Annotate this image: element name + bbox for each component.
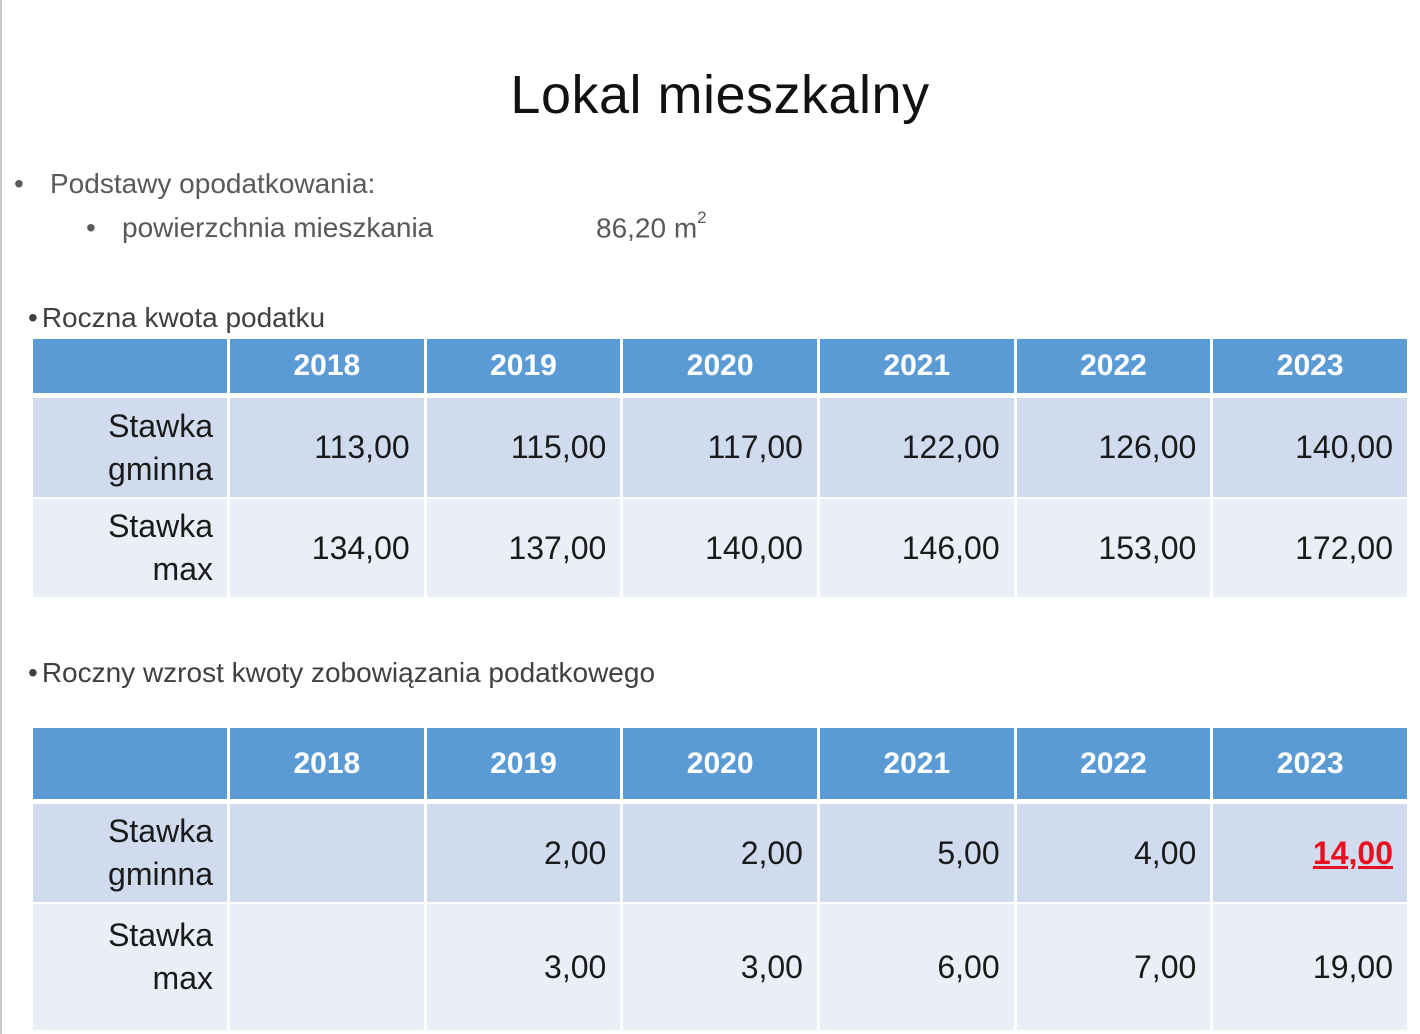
area-value: 86,20 m2 bbox=[596, 208, 707, 244]
table-header-cell: 2020 bbox=[623, 339, 817, 398]
table-cell: 4,00 bbox=[1016, 804, 1211, 904]
table-cell: 146,00 bbox=[819, 499, 1014, 599]
table-cell: 126,00 bbox=[1016, 398, 1211, 499]
table-cell: 3,00 bbox=[623, 904, 817, 1032]
basis-heading-item: • Podstawy opodatkowania: bbox=[14, 168, 375, 200]
table-cell bbox=[230, 904, 424, 1032]
table-cell: 122,00 bbox=[819, 398, 1014, 499]
annual-tax-table: 2018 2019 2020 2021 2022 2023 Stawka gmin… bbox=[30, 339, 1410, 599]
table-header-cell: 2023 bbox=[1213, 728, 1407, 804]
row-label-line: gminna bbox=[108, 450, 213, 487]
table-cell: 19,00 bbox=[1213, 904, 1407, 1032]
table-header-cell: 2021 bbox=[819, 728, 1014, 804]
table-cell: 115,00 bbox=[426, 398, 621, 499]
table-cell: 140,00 bbox=[1213, 398, 1407, 499]
table-header-row: 2018 2019 2020 2021 2022 2023 bbox=[33, 339, 1407, 398]
annual-increase-label-text: Roczny wzrost kwoty zobowiązania podatko… bbox=[41, 657, 656, 688]
annual-tax-label: • Roczna kwota podatku bbox=[28, 302, 325, 334]
annual-increase-label: • Roczny wzrost kwoty zobowiązania podatk… bbox=[28, 657, 655, 689]
table-cell: 137,00 bbox=[426, 499, 621, 599]
table-cell: 140,00 bbox=[623, 499, 817, 599]
bullet-icon: • bbox=[86, 212, 96, 243]
table-header-cell: 2019 bbox=[426, 728, 621, 804]
table-cell: 113,00 bbox=[230, 398, 424, 499]
table-cell: 117,00 bbox=[623, 398, 817, 499]
annual-tax-label-text: Roczna kwota podatku bbox=[41, 302, 326, 333]
row-label-line: max bbox=[152, 960, 213, 996]
row-label-line: gminna bbox=[108, 856, 213, 892]
table-header-cell bbox=[33, 728, 227, 804]
table-header-cell: 2019 bbox=[426, 339, 621, 398]
table-header-cell: 2020 bbox=[623, 728, 817, 804]
highlighted-cell: 14,00 bbox=[1213, 804, 1407, 904]
row-label: Stawka gminna bbox=[33, 398, 227, 499]
table-cell: 7,00 bbox=[1016, 904, 1211, 1032]
bullet-icon: • bbox=[14, 168, 24, 199]
table-cell: 3,00 bbox=[426, 904, 621, 1032]
basis-heading: Podstawy opodatkowania: bbox=[50, 168, 376, 199]
area-label: powierzchnia mieszkania bbox=[122, 212, 434, 243]
table-header-cell: 2021 bbox=[819, 339, 1014, 398]
slide-edge bbox=[0, 0, 2, 1034]
table-row: Stawka gminna 2,00 2,00 5,00 4,00 14,00 bbox=[33, 804, 1407, 904]
table-cell: 172,00 bbox=[1213, 499, 1407, 599]
row-label-line: Stawka bbox=[108, 813, 213, 849]
table-header-cell: 2022 bbox=[1016, 339, 1211, 398]
row-label-line: Stawka bbox=[108, 917, 213, 953]
table-header-cell: 2023 bbox=[1213, 339, 1407, 398]
slide-title: Lokal mieszkalny bbox=[510, 65, 930, 125]
table-row: Stawka max 3,00 3,00 6,00 7,00 19,00 bbox=[33, 904, 1407, 1032]
area-number: 86,20 m bbox=[596, 212, 698, 244]
table-header-cell bbox=[33, 339, 227, 398]
table-cell: 134,00 bbox=[230, 499, 424, 599]
row-label: Stawka max bbox=[33, 499, 227, 599]
table-cell: 153,00 bbox=[1016, 499, 1211, 599]
row-label: Stawka gminna bbox=[33, 804, 227, 904]
table-cell: 6,00 bbox=[819, 904, 1014, 1032]
row-label-line: Stawka bbox=[108, 508, 213, 544]
row-label-line: Stawka bbox=[108, 407, 213, 444]
table-row: Stawka gminna 113,00 115,00 117,00 122,00… bbox=[33, 398, 1407, 499]
table-cell bbox=[230, 804, 424, 904]
row-label-line: max bbox=[152, 551, 213, 587]
table-header-cell: 2018 bbox=[230, 728, 424, 804]
table-cell: 2,00 bbox=[623, 804, 817, 904]
table-cell: 5,00 bbox=[819, 804, 1014, 904]
bullet-icon: • bbox=[28, 302, 38, 333]
table-header-row: 2018 2019 2020 2021 2022 2023 bbox=[33, 728, 1407, 804]
table-row: Stawka max 134,00 137,00 140,00 146,00 15… bbox=[33, 499, 1407, 599]
bullet-icon: • bbox=[28, 657, 38, 688]
table-cell: 2,00 bbox=[426, 804, 621, 904]
area-unit-exponent: 2 bbox=[697, 208, 707, 227]
table-header-cell: 2018 bbox=[230, 339, 424, 398]
annual-increase-table: 2018 2019 2020 2021 2022 2023 Stawka gmin… bbox=[30, 728, 1410, 1032]
area-item: • powierzchnia mieszkania bbox=[86, 212, 433, 244]
row-label: Stawka max bbox=[33, 904, 227, 1032]
table-header-cell: 2022 bbox=[1016, 728, 1211, 804]
